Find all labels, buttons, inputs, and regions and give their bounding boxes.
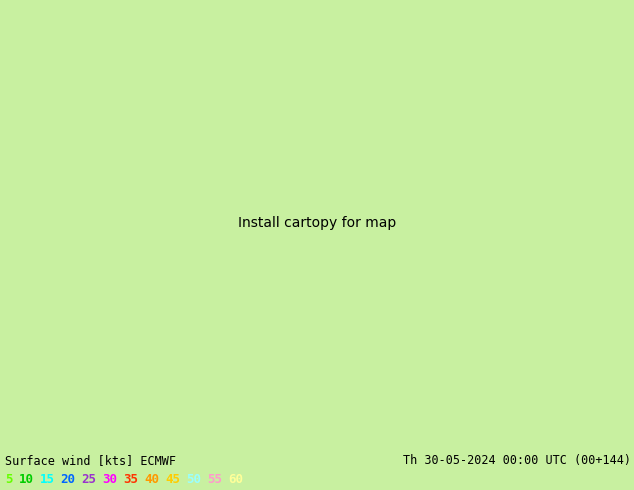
Text: 35: 35 (123, 472, 138, 486)
Text: 15: 15 (39, 472, 55, 486)
Text: 20: 20 (61, 472, 75, 486)
Text: 40: 40 (145, 472, 159, 486)
Text: 60: 60 (228, 472, 243, 486)
Text: Th 30-05-2024 00:00 UTC (00+144): Th 30-05-2024 00:00 UTC (00+144) (403, 454, 631, 467)
Text: Install cartopy for map: Install cartopy for map (238, 216, 396, 230)
Text: 30: 30 (103, 472, 117, 486)
Text: 10: 10 (19, 472, 34, 486)
Text: Surface wind [kts] ECMWF: Surface wind [kts] ECMWF (5, 454, 176, 467)
Text: 25: 25 (81, 472, 96, 486)
Text: 50: 50 (186, 472, 201, 486)
Text: 55: 55 (207, 472, 222, 486)
Text: 45: 45 (165, 472, 180, 486)
Text: 5: 5 (5, 472, 13, 486)
